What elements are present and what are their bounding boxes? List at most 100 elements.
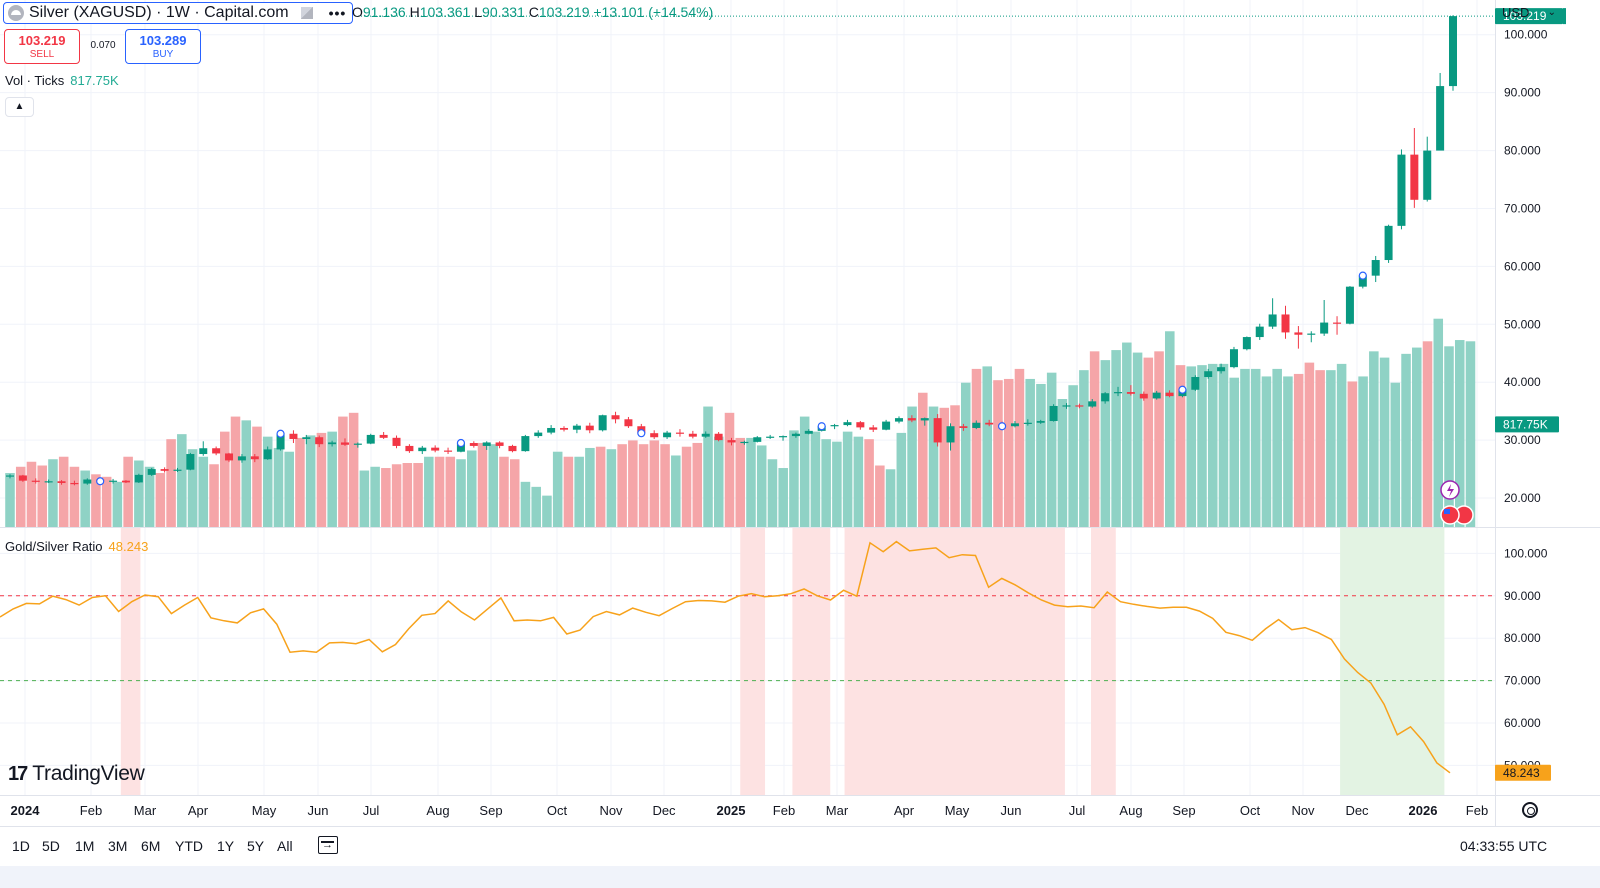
volume-bar — [488, 444, 499, 527]
candle-body — [1152, 392, 1161, 399]
volume-bar — [499, 456, 509, 527]
ratio-value-badge — [1495, 764, 1551, 781]
range-button-1d[interactable]: 1D — [12, 838, 30, 854]
range-button-3m[interactable]: 3M — [108, 838, 128, 854]
utc-clock[interactable]: 04:33:55 UTC — [1460, 838, 1548, 854]
bottom-strip — [0, 866, 1600, 888]
candle-body — [392, 437, 401, 446]
volume-legend[interactable]: Vol · Ticks 817.75K — [5, 73, 119, 88]
candle-body — [456, 443, 465, 452]
volume-bar — [617, 444, 627, 527]
ratio-indicator — [0, 540, 1495, 774]
currency-select[interactable]: USD ⌄ — [1500, 3, 1560, 23]
candle-body — [1139, 393, 1148, 399]
volume-bar — [1143, 357, 1154, 527]
volume-bar — [262, 436, 273, 527]
flag-icon[interactable] — [300, 7, 313, 19]
range-button-5d[interactable]: 5D — [42, 838, 60, 854]
candle-body — [920, 418, 929, 421]
settings-gear-icon[interactable] — [1522, 802, 1538, 818]
volume-bar — [338, 416, 348, 527]
time-axis-label: Nov — [599, 803, 623, 818]
price-tick-label: 20.000 — [1504, 491, 1541, 505]
range-button-1m[interactable]: 1M — [75, 838, 95, 854]
time-axis-label: May — [251, 803, 277, 818]
candle-body — [804, 430, 813, 434]
candle-body — [199, 448, 208, 455]
volume-bar — [1197, 365, 1207, 527]
price-tick-label: 30.000 — [1504, 433, 1541, 447]
volume-bar — [1036, 383, 1046, 527]
buy-button[interactable]: 103.289 BUY — [125, 29, 201, 64]
candle-body — [598, 415, 607, 431]
candle-body — [560, 427, 569, 430]
candle-body — [405, 445, 414, 452]
volume-bar — [1240, 368, 1250, 527]
time-axis[interactable]: 2024 Feb Mar Apr May Jun Jul Aug Sep Oct Nov Dec 202… — [0, 795, 1500, 825]
volume-bar — [1390, 382, 1401, 527]
candle-body — [1191, 377, 1200, 390]
candle-body — [1333, 322, 1342, 324]
candle-body — [907, 418, 916, 421]
volume-bar — [424, 456, 434, 527]
volume-bar — [1175, 365, 1186, 527]
indicator-legend[interactable]: Gold/Silver Ratio 48.243 — [5, 539, 149, 554]
candle-body — [611, 415, 620, 420]
volume-bar — [1057, 399, 1068, 527]
candle-body — [57, 481, 66, 483]
candle-body — [160, 469, 169, 471]
last-price-label: 103.219 — [1503, 9, 1547, 23]
symbol-title: Silver (XAGUSD) · 1W · Capital.com — [29, 4, 289, 21]
volume-bar — [842, 431, 853, 527]
volume-bar — [939, 407, 950, 527]
volume-bar — [756, 445, 767, 527]
tradingview-logo[interactable]: 17 TradingView — [8, 762, 145, 785]
candle-body — [1436, 86, 1445, 151]
volume-bar — [198, 456, 209, 527]
candle-body — [469, 443, 478, 446]
volume-bar — [1165, 331, 1175, 527]
candle-body — [212, 448, 221, 454]
range-button-all[interactable]: All — [277, 838, 293, 854]
event-markers — [96, 271, 1474, 525]
volume-bar — [166, 439, 176, 527]
volume-bar — [799, 416, 810, 527]
candle-body — [418, 447, 427, 452]
volume-bar — [724, 412, 735, 527]
candle-body — [753, 437, 762, 442]
volume-bar — [445, 456, 456, 527]
volume-bar — [789, 430, 799, 527]
volume-bar — [1218, 363, 1229, 527]
go-to-date-icon[interactable] — [318, 836, 338, 854]
collapse-legend-button[interactable]: ▲ — [5, 97, 34, 117]
volume-bar — [1315, 370, 1325, 527]
volume-bar — [1046, 372, 1057, 527]
candle-body — [740, 441, 749, 444]
price-change: +13.101 (+14.54%) — [593, 4, 714, 20]
sell-button[interactable]: 103.219 SELL — [4, 29, 80, 64]
range-button-ytd[interactable]: YTD — [175, 838, 203, 854]
candle-body — [1217, 367, 1226, 372]
symbol-info[interactable]: Silver (XAGUSD) · 1W · Capital.com ••• — [3, 2, 353, 24]
range-button-5y[interactable]: 5Y — [247, 838, 265, 854]
range-button-1y[interactable]: 1Y — [217, 838, 235, 854]
range-button-6m[interactable]: 6M — [141, 838, 161, 854]
volume-bar — [295, 437, 305, 527]
candle-body — [508, 445, 517, 452]
volume-bar — [381, 468, 391, 527]
volume-bar — [112, 481, 123, 527]
candle-body — [366, 434, 375, 444]
more-icon[interactable]: ••• — [328, 5, 347, 21]
dividend-marker-icon — [1358, 271, 1367, 280]
volume-bar — [520, 481, 531, 527]
volume-bar — [1283, 376, 1293, 527]
volume-bar — [1412, 347, 1422, 527]
volume-bar — [209, 464, 219, 527]
volume-bar — [1186, 366, 1197, 527]
candle-body — [830, 425, 839, 427]
volume-bar — [1154, 351, 1164, 527]
candle-body — [83, 479, 92, 484]
volume-bar — [628, 440, 638, 527]
volume-bar — [15, 466, 26, 527]
